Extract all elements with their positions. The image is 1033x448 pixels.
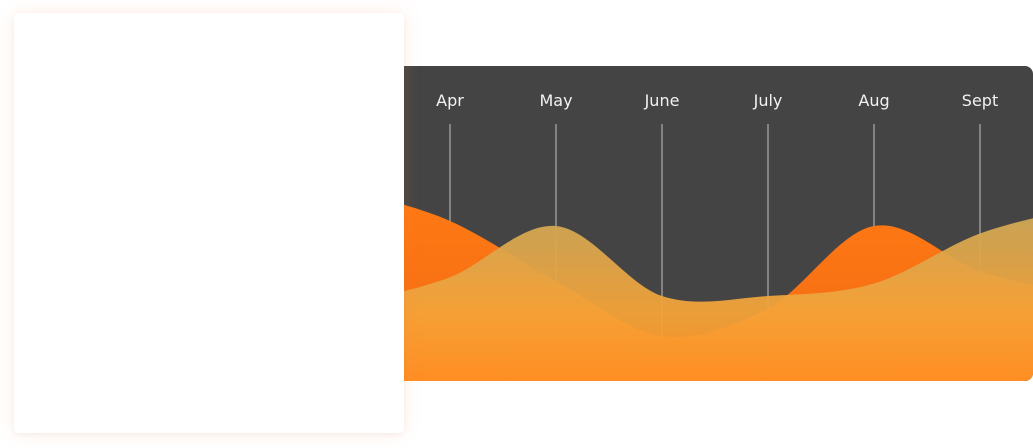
series-area-2 (404, 218, 1033, 381)
x-tick-label: May (539, 91, 572, 110)
x-tick-label: Sept (962, 91, 998, 110)
chart-panel: Apr May June July Aug Sept (404, 66, 1033, 381)
x-tick-label: June (644, 91, 680, 110)
month-labels: Apr May June July Aug Sept (436, 91, 998, 110)
white-card (14, 13, 404, 433)
area-chart: Apr May June July Aug Sept (404, 91, 1033, 381)
x-tick-label: Apr (436, 91, 464, 110)
series-layer (404, 204, 1033, 381)
x-tick-label: July (753, 91, 783, 110)
x-tick-label: Aug (858, 91, 889, 110)
